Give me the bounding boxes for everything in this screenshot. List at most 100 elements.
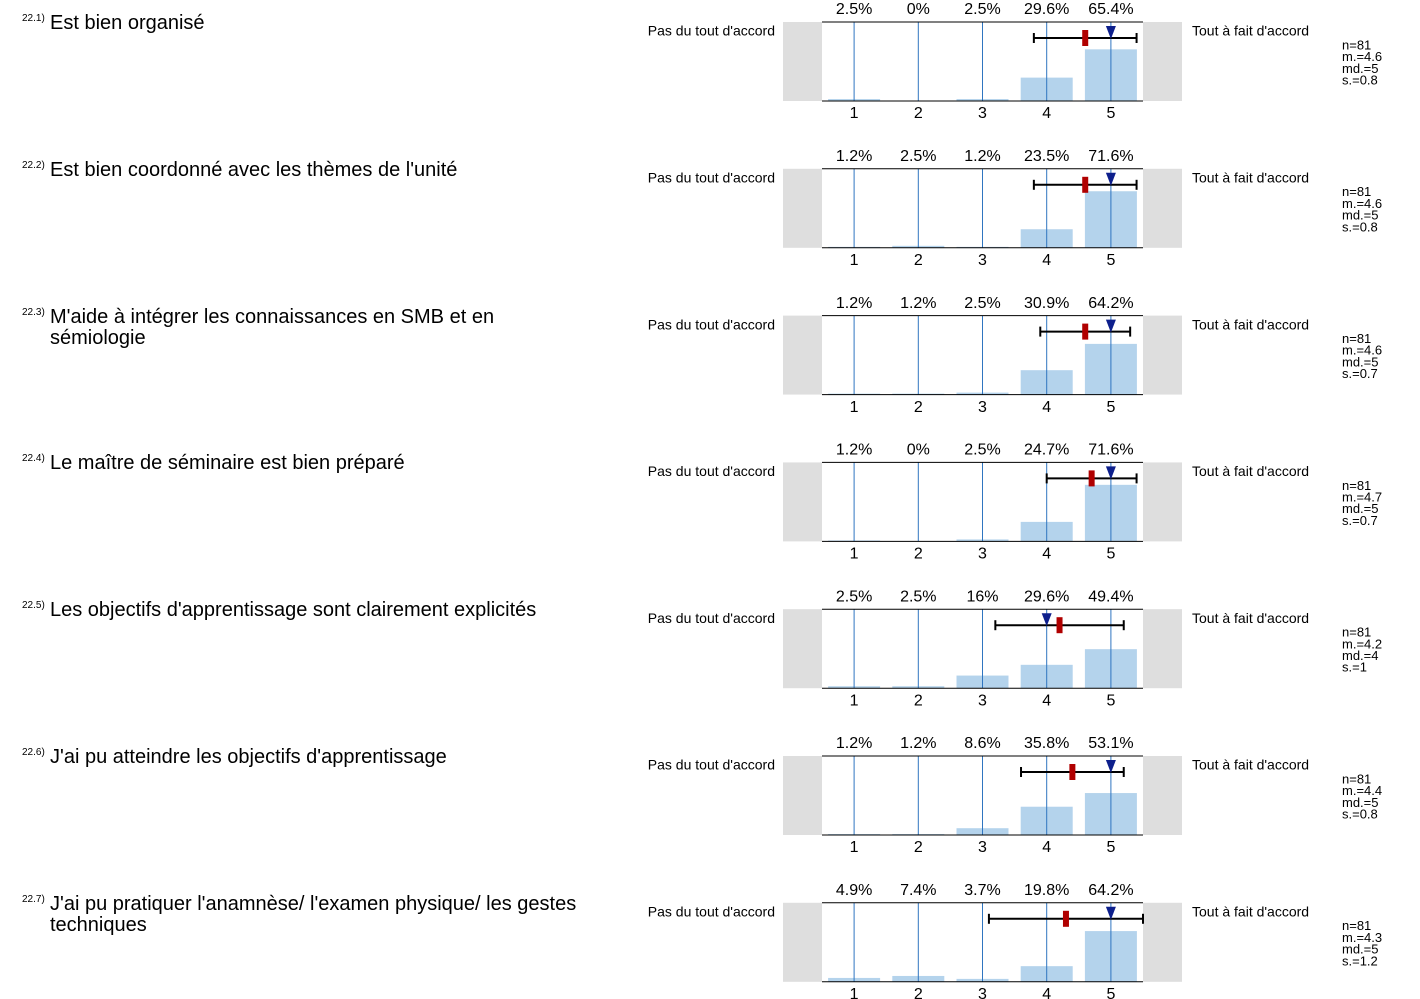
x-tick-label: 4 [1042, 839, 1051, 856]
x-tick-label: 2 [914, 252, 923, 269]
x-tick-label: 2 [914, 546, 923, 563]
value-label: 2.5% [836, 588, 872, 605]
x-tick-label: 3 [978, 692, 987, 709]
question-number: 22.5) [22, 600, 45, 612]
stat-label: n=81 [1342, 184, 1371, 199]
right-side-box [1143, 902, 1182, 982]
question-number: 22.4) [22, 453, 45, 465]
value-label: 2.5% [900, 588, 936, 605]
stat-label: n=81 [1342, 918, 1371, 933]
right-label: Tout à fait d'accord [1192, 463, 1309, 479]
x-tick-label: 5 [1106, 399, 1115, 416]
value-label: 1.2% [900, 735, 936, 752]
median-marker [1105, 906, 1116, 920]
mean-marker [1062, 910, 1069, 927]
value-label: 0% [907, 1, 930, 18]
left-label: Pas du tout d'accord [648, 316, 775, 332]
stat-label: md.=5 [1342, 942, 1379, 957]
value-label: 4.9% [836, 882, 872, 899]
stat-label: n=81 [1342, 37, 1371, 52]
stat-label: s.=1 [1342, 660, 1367, 675]
right-label: Tout à fait d'accord [1192, 23, 1309, 39]
right-side-box [1143, 462, 1182, 542]
value-label: 2.5% [964, 295, 1000, 312]
value-label: 64.2% [1088, 882, 1133, 899]
x-tick-label: 1 [850, 252, 859, 269]
stat-label: s.=0.8 [1342, 807, 1378, 822]
x-tick-label: 2 [914, 399, 923, 416]
x-tick-label: 3 [978, 839, 987, 856]
value-label: 1.2% [836, 735, 872, 752]
median-marker [1105, 172, 1116, 186]
x-tick-label: 2 [914, 105, 923, 122]
question-text: J'ai pu atteindre les objectifs d'appren… [50, 746, 447, 768]
question-number: 22.3) [22, 306, 45, 318]
question-text: M'aide à intégrer les connaissances en S… [50, 305, 495, 349]
stat-label: n=81 [1342, 331, 1371, 346]
left-side-box [783, 315, 822, 395]
median-marker [1041, 613, 1052, 627]
left-side-box [783, 22, 822, 101]
stat-label: n=81 [1342, 771, 1371, 786]
value-label: 1.2% [836, 442, 872, 459]
stat-label: m.=4.2 [1342, 636, 1382, 651]
stat-label: md.=5 [1342, 795, 1379, 810]
right-label: Tout à fait d'accord [1192, 757, 1309, 773]
stat-label: md.=4 [1342, 648, 1379, 663]
stat-label: n=81 [1342, 478, 1371, 493]
value-label: 49.4% [1088, 588, 1133, 605]
value-label: 1.2% [836, 148, 872, 165]
mean-marker [1069, 764, 1076, 780]
stat-label: md.=5 [1342, 208, 1379, 223]
left-label: Pas du tout d'accord [648, 463, 775, 479]
x-tick-label: 3 [978, 252, 987, 269]
x-tick-label: 4 [1042, 105, 1051, 122]
x-tick-label: 3 [978, 986, 987, 999]
right-side-box [1143, 22, 1182, 101]
question-text: Est bien organisé [50, 12, 205, 34]
stat-label: m.=4.6 [1342, 49, 1382, 64]
value-label: 71.6% [1088, 148, 1133, 165]
question-text: J'ai pu pratiquer l'anamnèse/ l'examen p… [50, 892, 577, 936]
value-label: 3.7% [964, 882, 1000, 899]
median-marker [1105, 760, 1116, 773]
value-label: 71.6% [1088, 442, 1133, 459]
x-tick-label: 3 [978, 399, 987, 416]
stat-label: m.=4.4 [1342, 783, 1382, 798]
right-side-box [1143, 756, 1182, 835]
value-label: 35.8% [1024, 735, 1069, 752]
x-tick-label: 1 [850, 692, 859, 709]
right-side-box [1143, 315, 1182, 395]
value-label: 2.5% [900, 148, 936, 165]
x-tick-label: 1 [850, 399, 859, 416]
stat-label: m.=4.6 [1342, 196, 1382, 211]
mean-marker [1082, 323, 1089, 340]
left-label: Pas du tout d'accord [648, 757, 775, 773]
stat-label: m.=4.6 [1342, 343, 1382, 358]
left-label: Pas du tout d'accord [648, 170, 775, 186]
x-tick-label: 1 [850, 986, 859, 999]
mean-marker [1082, 30, 1089, 46]
right-label: Tout à fait d'accord [1192, 316, 1309, 332]
x-tick-label: 4 [1042, 252, 1051, 269]
x-tick-label: 4 [1042, 692, 1051, 709]
mean-marker [1056, 617, 1063, 634]
stat-label: m.=4.7 [1342, 490, 1382, 505]
value-label: 2.5% [964, 1, 1000, 18]
mean-marker [1088, 470, 1095, 487]
stat-label: md.=5 [1342, 354, 1379, 369]
question-number: 22.6) [22, 747, 45, 758]
median-marker [1105, 319, 1116, 333]
left-label: Pas du tout d'accord [648, 610, 775, 626]
stat-label: m.=4.3 [1342, 930, 1382, 945]
value-label: 0% [907, 442, 930, 459]
value-label: 2.5% [964, 442, 1000, 459]
right-side-box [1143, 168, 1182, 248]
stat-label: s.=1.2 [1342, 953, 1378, 968]
x-tick-label: 5 [1106, 546, 1115, 563]
x-tick-label: 4 [1042, 986, 1051, 999]
left-label: Pas du tout d'accord [648, 23, 775, 39]
value-label: 23.5% [1024, 148, 1069, 165]
x-tick-label: 2 [914, 692, 923, 709]
